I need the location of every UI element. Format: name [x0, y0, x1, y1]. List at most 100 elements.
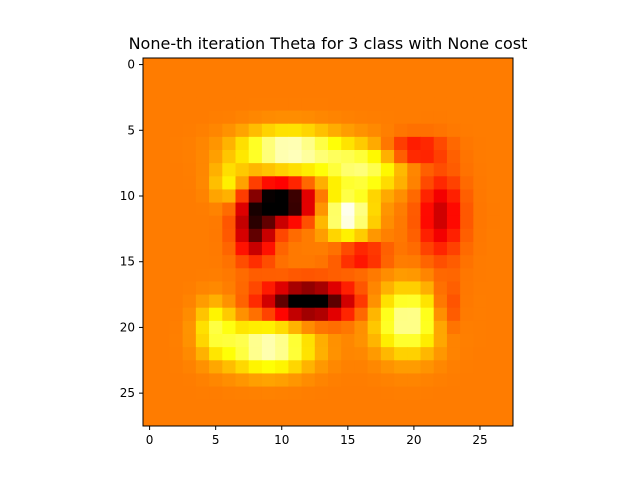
- heatmap-cell: [394, 373, 408, 388]
- heatmap-cell: [446, 136, 461, 151]
- heatmap-cell: [433, 412, 448, 427]
- heatmap-cell: [328, 123, 342, 138]
- heatmap-cell: [314, 399, 329, 414]
- heatmap-cell: [275, 294, 289, 309]
- heatmap-cell: [143, 320, 157, 335]
- heatmap-cell: [354, 97, 369, 112]
- heatmap-cell: [354, 202, 369, 217]
- heatmap-cell: [182, 386, 197, 401]
- heatmap-cell: [301, 268, 316, 282]
- heatmap-cell: [169, 242, 184, 256]
- heatmap-cell: [235, 334, 250, 348]
- heatmap-cell: [473, 360, 488, 374]
- heatmap-cell: [341, 228, 355, 243]
- heatmap-cell: [169, 320, 184, 335]
- heatmap-cell: [460, 347, 474, 361]
- heatmap-cell: [288, 228, 303, 243]
- heatmap-cell: [301, 347, 316, 361]
- heatmap-cell: [275, 150, 289, 164]
- heatmap-cell: [499, 150, 514, 164]
- heatmap-cell: [261, 412, 276, 427]
- heatmap-cell: [354, 84, 369, 98]
- heatmap-cell: [143, 399, 157, 414]
- heatmap-cell: [486, 150, 501, 164]
- heatmap-cell: [248, 242, 263, 256]
- heatmap-cell: [195, 360, 210, 374]
- heatmap-cell: [394, 202, 408, 217]
- heatmap-cell: [195, 71, 210, 85]
- heatmap-cell: [288, 110, 303, 125]
- heatmap-cell: [407, 307, 421, 322]
- heatmap-cell: [314, 71, 329, 85]
- heatmap-cell: [222, 136, 236, 151]
- heatmap-cell: [446, 150, 461, 164]
- heatmap-cell: [182, 360, 197, 374]
- heatmap-cell: [473, 84, 488, 98]
- heatmap-cell: [222, 399, 236, 414]
- heatmap-cell: [261, 110, 276, 125]
- heatmap-cell: [275, 215, 289, 230]
- heatmap-cell: [182, 136, 197, 151]
- heatmap-cell: [288, 71, 303, 85]
- heatmap-cell: [341, 71, 355, 85]
- heatmap-cell: [407, 228, 421, 243]
- heatmap-cell: [248, 163, 263, 177]
- heatmap-cell: [446, 176, 461, 190]
- heatmap-cell: [301, 163, 316, 177]
- heatmap-cell: [222, 255, 236, 269]
- heatmap-cell: [380, 399, 395, 414]
- heatmap-cell: [143, 97, 157, 112]
- heatmap-cell: [420, 71, 435, 85]
- heatmap-cell: [143, 110, 157, 125]
- heatmap-cell: [301, 176, 316, 190]
- heatmap-cell: [380, 281, 395, 296]
- heatmap-cell: [446, 215, 461, 230]
- heatmap-cell: [222, 215, 236, 230]
- heatmap-cell: [261, 294, 276, 309]
- heatmap-cell: [235, 399, 250, 414]
- heatmap-cell: [314, 334, 329, 348]
- heatmap-cell: [367, 228, 382, 243]
- heatmap-cell: [486, 281, 501, 296]
- heatmap-cell: [156, 97, 170, 112]
- heatmap-cell: [248, 84, 263, 98]
- heatmap-cell: [460, 123, 474, 138]
- heatmap-cell: [209, 255, 223, 269]
- heatmap-cell: [301, 334, 316, 348]
- heatmap-cell: [143, 150, 157, 164]
- heatmap-cell: [182, 294, 197, 309]
- heatmap-cell: [248, 307, 263, 322]
- heatmap-cell: [380, 202, 395, 217]
- heatmap-cell: [460, 242, 474, 256]
- heatmap-cell: [209, 360, 223, 374]
- heatmap-cell: [499, 294, 514, 309]
- heatmap-cell: [367, 71, 382, 85]
- heatmap-cell: [195, 255, 210, 269]
- heatmap-cell: [341, 189, 355, 204]
- heatmap-cell: [420, 58, 435, 72]
- heatmap-cell: [169, 215, 184, 230]
- heatmap-cell: [407, 255, 421, 269]
- heatmap-cell: [354, 215, 369, 230]
- heatmap-cell: [288, 255, 303, 269]
- heatmap-cell: [367, 320, 382, 335]
- heatmap-cell: [182, 399, 197, 414]
- heatmap-cell: [354, 320, 369, 335]
- heatmap-cell: [182, 176, 197, 190]
- heatmap-cell: [143, 215, 157, 230]
- heatmap-cell: [209, 320, 223, 335]
- heatmap-cell: [288, 334, 303, 348]
- heatmap-cell: [341, 110, 355, 125]
- heatmap-cell: [235, 110, 250, 125]
- heatmap-cell: [275, 58, 289, 72]
- heatmap-cell: [486, 360, 501, 374]
- heatmap-cell: [420, 360, 435, 374]
- heatmap-cell: [156, 242, 170, 256]
- heatmap-cell: [182, 97, 197, 112]
- heatmap-cell: [407, 294, 421, 309]
- heatmap-cell: [354, 360, 369, 374]
- heatmap-cell: [301, 360, 316, 374]
- heatmap-cell: [314, 228, 329, 243]
- heatmap-cell: [195, 399, 210, 414]
- heatmap-cell: [235, 150, 250, 164]
